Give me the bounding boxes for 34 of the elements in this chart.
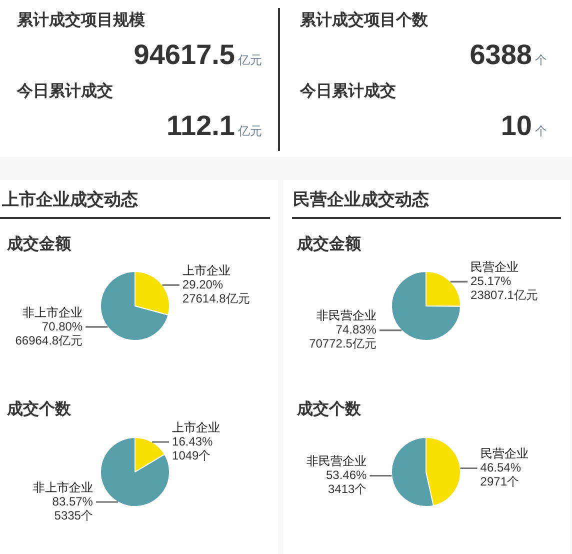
slice-label: 上市企业 [172, 420, 220, 434]
data-label: 16.43% 1049个 [172, 434, 214, 462]
slice-label: 民营企业 [480, 446, 528, 461]
text: 个 [535, 124, 547, 138]
text: 112.1 [166, 110, 235, 142]
text: 亿元 [238, 53, 262, 67]
chart-subtitle: 成交金额 [297, 235, 361, 255]
data-label: 25.17% 23807.1亿元 [470, 274, 538, 302]
chart-title: 成交个数 [7, 400, 71, 420]
text: 累计成交项目个数 [300, 11, 428, 31]
chart-subtitle: 成交金额 [7, 235, 71, 255]
slice-label: 非民营企业 [306, 454, 367, 468]
data-label: 70.80% 66964.8亿元 [15, 319, 83, 348]
chart-title: 上市企业成交动态 [2, 189, 138, 211]
slice-label: 非民营企业 [316, 308, 376, 323]
text: 6388 [470, 39, 532, 71]
slice-label: 非上市企业 [22, 305, 83, 320]
chart-title: 民营企业成交动态 [293, 189, 429, 211]
text: 今日累计成交 [17, 82, 113, 102]
text: 个 [535, 53, 547, 67]
text: 今日累计成交 [300, 82, 396, 102]
data-label: 53.46% 3413个 [326, 468, 368, 496]
data-label: 74.83% 70772.5亿元 [309, 322, 377, 351]
slice-label: 上市企业 [182, 263, 230, 278]
slice-label: 民营企业 [470, 260, 519, 274]
chart-title: 成交个数 [297, 400, 361, 420]
text: 亿元 [238, 124, 262, 138]
data-label: 29.20% 27614.8亿元 [182, 277, 250, 306]
text: 94617.5 [134, 39, 235, 71]
slice-label: 非上市企业 [32, 480, 93, 494]
data-label: 83.57% 5335个 [52, 494, 94, 522]
text: 累计成交项目规模 [17, 11, 145, 31]
text: 10 [500, 110, 532, 142]
data-label: 46.54% 2971个 [480, 460, 522, 489]
